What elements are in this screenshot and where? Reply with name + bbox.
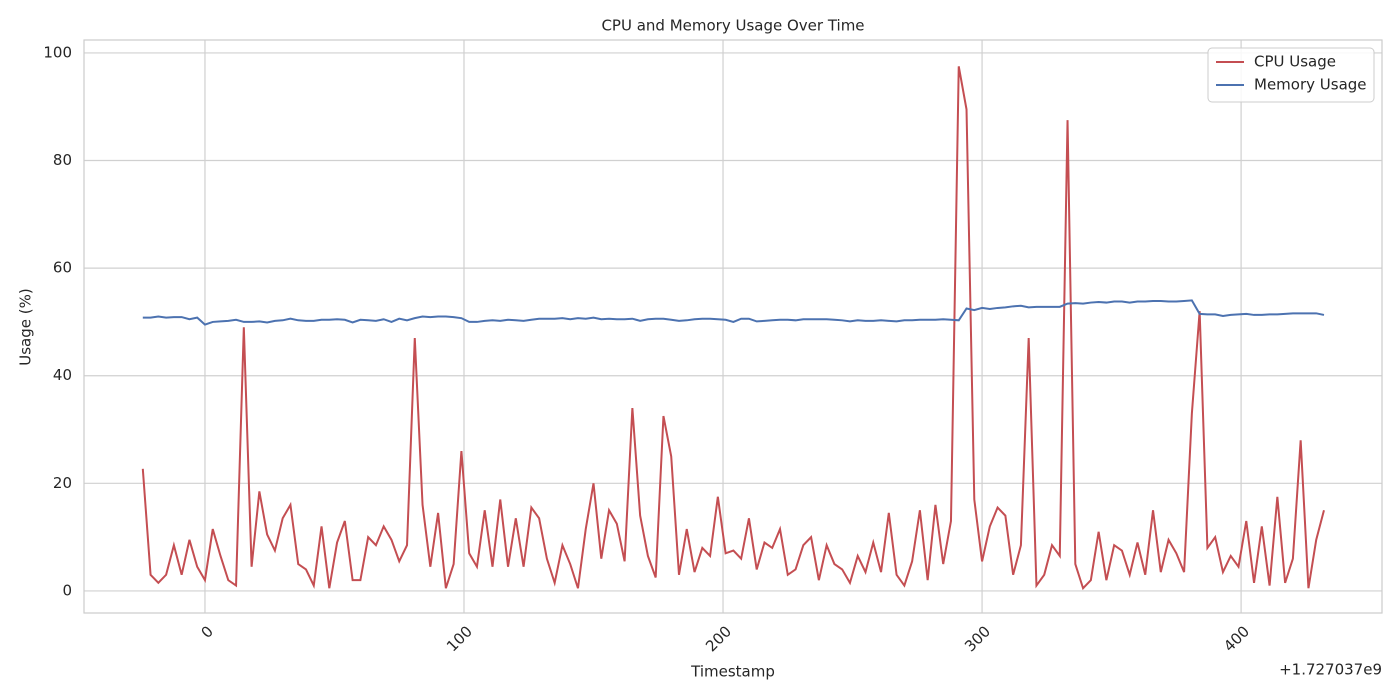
chart-title: CPU and Memory Usage Over Time [601,17,864,35]
data-line [141,66,1325,591]
y-tick-label: 0 [62,581,72,599]
legend-box [1207,47,1375,103]
x-axis-label: Timestamp [690,663,775,681]
y-tick-label: 60 [53,259,72,277]
y-tick-label: 20 [53,474,72,492]
legend-label: CPU Usage [1254,53,1336,71]
plot-frame [83,39,1383,614]
x-tick-label: 100 [443,622,476,655]
y-tick-label: 80 [53,151,72,169]
legend-label: Memory Usage [1254,76,1367,94]
x-offset-label: +1.727037e9 [1279,661,1382,679]
y-axis-label: Usage (%) [17,288,35,365]
y-tick-label: 40 [53,366,72,384]
x-tick-label: 300 [961,622,994,655]
data-line [142,299,1325,326]
x-tick-label: 400 [1220,622,1253,655]
x-tick-label: 200 [702,622,735,655]
x-tick-label: 0 [197,622,216,641]
y-tick-label: 100 [43,43,72,61]
